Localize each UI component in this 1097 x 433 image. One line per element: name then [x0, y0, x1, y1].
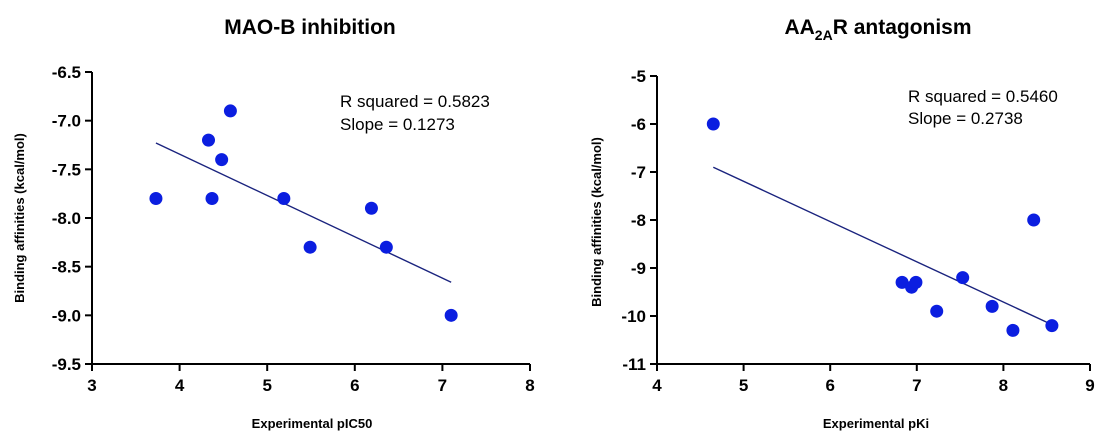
data-point: [215, 153, 229, 167]
fit-line-segment: [155, 142, 452, 283]
r-squared-annotation: R squared = 0.5460: [908, 87, 1058, 106]
x-tick-label: 4: [652, 376, 662, 395]
data-point: [1027, 213, 1041, 227]
title-rest: R antagonism: [833, 16, 972, 39]
title-subscript: 2A: [815, 27, 833, 43]
data-point: [985, 299, 999, 313]
r-squared-annotation: R squared = 0.5823: [340, 92, 490, 111]
data-point: [202, 133, 216, 147]
y-tick-label: -8.5: [52, 258, 81, 277]
fit-line-segment: [712, 166, 1053, 326]
x-axis-label: Experimental pKi: [823, 416, 929, 431]
x-tick-label: 5: [739, 376, 748, 395]
data-point: [223, 104, 237, 118]
x-tick-label: 8: [525, 376, 534, 395]
data-point: [444, 308, 458, 322]
regression-line: [712, 166, 1053, 326]
data-point: [1045, 319, 1059, 333]
y-tick-label: -6: [631, 115, 646, 134]
x-tick-label: 5: [262, 376, 271, 395]
chart-title: AA2AR antagonism: [784, 16, 971, 43]
y-tick-label: -7.5: [52, 160, 81, 179]
y-tick-label: -6.5: [52, 63, 81, 82]
x-tick-label: 3: [87, 376, 96, 395]
data-point: [277, 192, 291, 206]
y-tick-label: -5: [631, 67, 646, 86]
data-points: [149, 104, 458, 322]
data-point: [364, 201, 378, 215]
title-main: AA: [784, 16, 814, 39]
data-points: [706, 117, 1059, 337]
x-tick-label: 6: [350, 376, 359, 395]
y-tick-label: -9.5: [52, 355, 81, 374]
data-point: [379, 240, 393, 254]
data-point: [149, 192, 163, 206]
slope-annotation: Slope = 0.2738: [908, 109, 1023, 128]
slope-annotation: Slope = 0.1273: [340, 115, 455, 134]
axes: 4 5 6 7 8 9 -5 -6 -7 -8 -9 -10 -11: [621, 67, 1094, 395]
data-point: [956, 271, 970, 285]
x-tick-label: 6: [825, 376, 834, 395]
y-tick-label: -7.0: [52, 112, 81, 131]
data-point: [930, 304, 944, 318]
x-tick-label: 4: [175, 376, 185, 395]
y-tick-label: -11: [622, 355, 646, 374]
axes: 3 4 5 6 7 8 -6.5 -7.0 -7.5 -8.0 -8.5 -9.0 -9.5: [52, 63, 535, 395]
chart-title: MAO-B inhibition: [224, 16, 395, 39]
y-tick-label: -9: [631, 259, 646, 278]
mao-b-panel: MAO-B inhibition Experimental pIC50 Bind…: [12, 16, 535, 431]
regression-line: [155, 142, 452, 283]
x-tick-label: 8: [999, 376, 1008, 395]
data-point: [909, 275, 923, 289]
data-point: [1006, 323, 1020, 337]
y-tick-label: -8: [631, 211, 646, 230]
x-axis-label: Experimental pIC50: [252, 416, 373, 431]
y-tick-label: -9.0: [52, 306, 81, 325]
data-point: [706, 117, 720, 131]
y-tick-label: -8.0: [52, 209, 81, 228]
data-point: [205, 192, 219, 206]
y-tick-label: -10: [621, 307, 646, 326]
data-point: [303, 240, 317, 254]
x-tick-label: 7: [438, 376, 447, 395]
y-tick-label: -7: [631, 163, 646, 182]
y-axis-label: Binding affinities (kcal/mol): [12, 133, 27, 303]
y-axis-label: Binding affinities (kcal/mol): [589, 137, 604, 307]
x-tick-label: 9: [1085, 376, 1094, 395]
x-tick-label: 7: [912, 376, 921, 395]
aa2ar-panel: AA2AR antagonism Experimental pKi Bindin…: [589, 16, 1095, 431]
